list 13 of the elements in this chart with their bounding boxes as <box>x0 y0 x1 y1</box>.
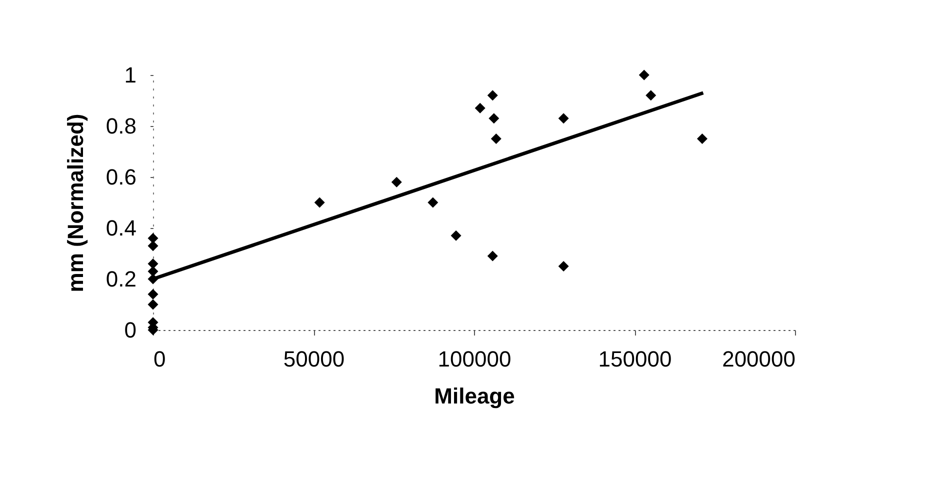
y-tick-label: 0.4 <box>106 216 136 240</box>
y-tick-label: 0.8 <box>106 114 136 138</box>
x-tick-label: 50000 <box>283 346 345 372</box>
x-tick-label: 150000 <box>598 346 672 372</box>
y-axis-title: mm (Normalized) <box>62 114 88 292</box>
y-tick-label: 1 <box>124 62 136 88</box>
y-tick-label: 0 <box>124 318 136 342</box>
x-tick-label: 200000 <box>722 346 796 372</box>
x-tick-label: 100000 <box>438 346 512 372</box>
y-tick-label: 0.6 <box>106 164 136 190</box>
y-tick-label: 0.2 <box>106 266 136 292</box>
x-tick-label: 0 <box>154 346 166 372</box>
x-axis-title: Mileage <box>434 384 515 408</box>
